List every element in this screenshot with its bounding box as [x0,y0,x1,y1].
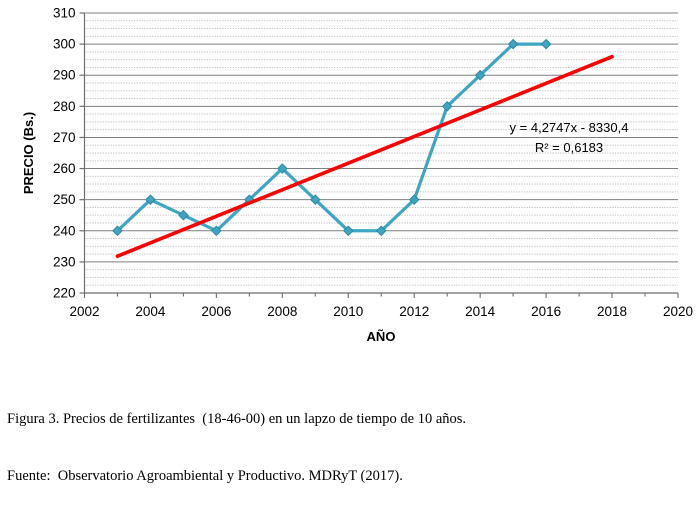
data-point-marker [375,225,387,237]
trendline-equation-label: y = 4,2747x - 8330,4 [510,120,629,135]
y-tick-label: 280 [53,99,76,114]
data-point-marker [474,69,486,81]
trendline-r-squared-label: R² = 0,6183 [535,140,603,155]
x-tick-label: 2008 [267,304,297,319]
gridlines-group [84,12,678,294]
trend-line [115,54,614,259]
x-tick-label: 2006 [201,304,231,319]
tick-labels-group: 220 230 240 250 260 270 280 290 300 310 2002 2004 20… [53,6,693,320]
data-point-marker [342,225,354,237]
trendline-group [115,54,614,259]
figure-caption: Figura 3. Precios de fertilizantes (18-4… [7,372,677,524]
data-point-marker [211,225,222,237]
y-tick-label: 300 [53,37,76,52]
y-tick-label: 240 [53,223,76,238]
data-point-marker [507,38,519,50]
y-tick-label: 220 [53,286,76,301]
x-axis-title: AÑO [367,329,396,344]
price-series-line [115,42,548,233]
y-tick-label: 230 [53,254,76,269]
x-tick-label: 2014 [465,304,496,319]
data-point-marker [178,209,189,221]
data-point-marker [277,163,288,174]
y-axis-title: PRECIO (Bs.) [21,112,36,194]
data-point-marker [112,225,123,237]
x-tick-label: 2018 [597,304,627,319]
caption-line-2: Fuente: Observatorio Agroambiental y Pro… [7,468,403,484]
data-point-marker [540,38,552,50]
x-tick-label: 2012 [399,304,429,319]
x-tick-label: 2010 [333,304,363,319]
price-series-group [112,38,552,237]
caption-line-1: Figura 3. Precios de fertilizantes (18-4… [7,411,467,427]
y-tick-label: 270 [53,130,76,145]
x-tick-label: 2016 [531,304,561,319]
data-point-marker [145,194,156,205]
chart-canvas: 220 230 240 250 260 270 280 290 300 310 2002 2004 20… [21,6,693,345]
data-point-marker [309,194,321,205]
x-tick-label: 2020 [663,304,693,319]
figure: 220 230 240 250 260 270 280 290 300 310 2002 2004 20… [7,5,694,484]
x-tick-label: 2004 [135,304,166,319]
axes-group [79,12,679,298]
data-point-marker [408,194,420,205]
y-tick-label: 310 [53,6,76,21]
y-tick-label: 250 [53,192,76,207]
y-tick-label: 290 [53,68,76,83]
x-tick-label: 2002 [69,304,99,319]
data-point-marker [441,101,453,112]
y-tick-label: 260 [53,161,76,176]
